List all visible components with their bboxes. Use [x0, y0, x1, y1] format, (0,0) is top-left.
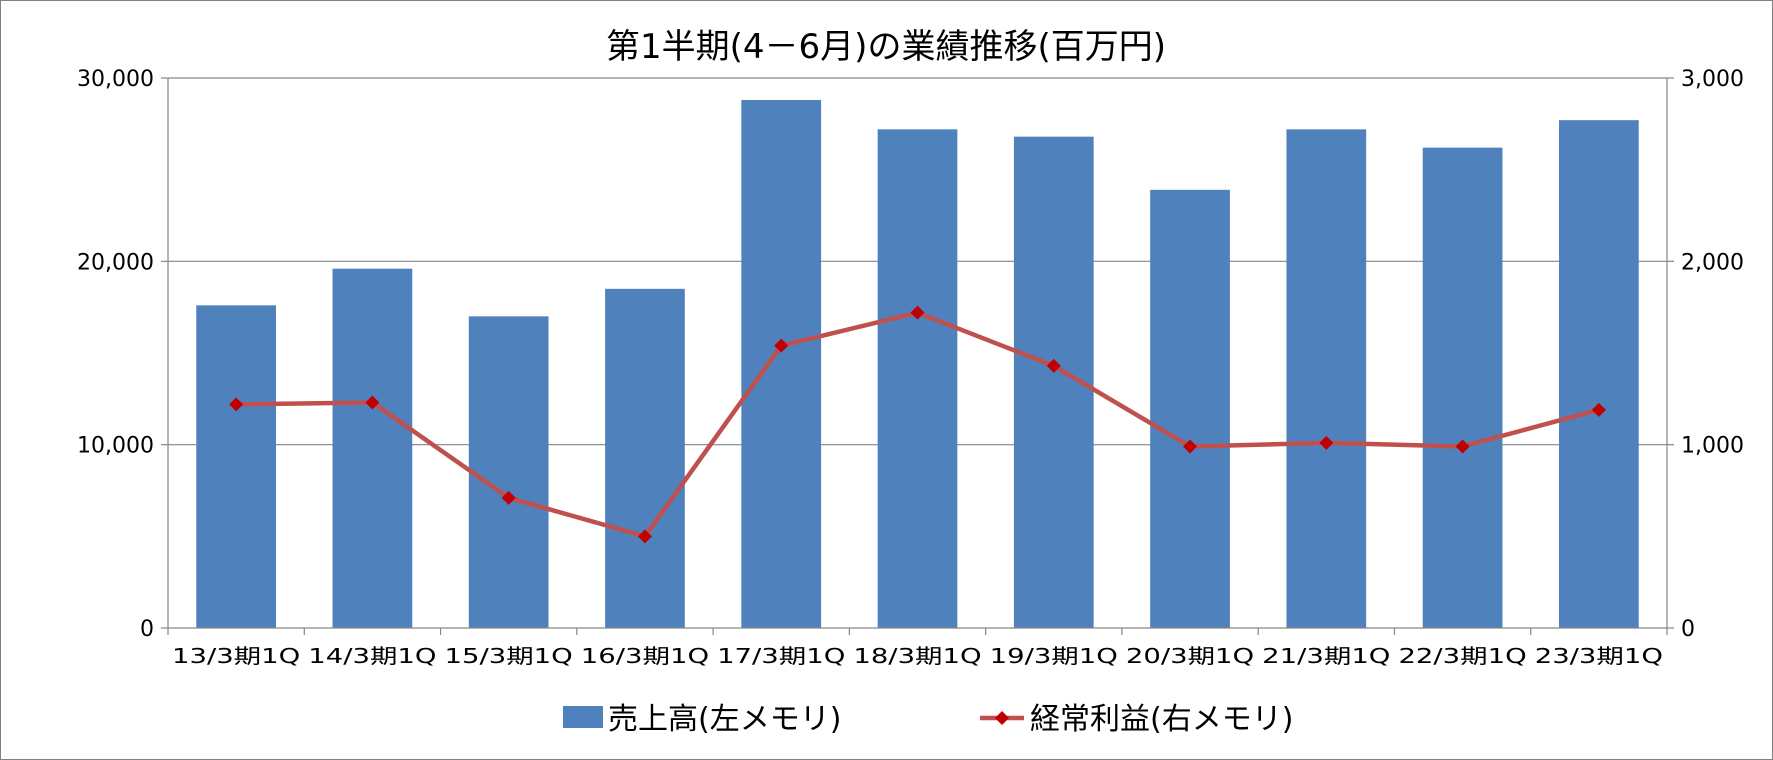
- left-tick-label: 10,000: [77, 434, 154, 459]
- right-tick-label: 1,000: [1681, 434, 1744, 459]
- bar: [1150, 189, 1230, 629]
- line-point: [910, 305, 925, 320]
- category-label: 13/3期1Q: [172, 644, 300, 668]
- line-point: [1046, 358, 1061, 373]
- bar: [1422, 147, 1503, 628]
- line-point: [1591, 402, 1606, 417]
- line-point: [1183, 439, 1198, 454]
- legend: 売上高(左メモリ) 経常利益(右メモリ): [563, 702, 1293, 737]
- legend-swatch-sales: [563, 706, 603, 728]
- left-axis-ticks: 0 10,000 20,000 30,000: [77, 67, 154, 642]
- bar: [741, 100, 822, 628]
- line-point: [1319, 435, 1334, 450]
- bar: [877, 129, 958, 629]
- bar-series: [196, 100, 1639, 629]
- line-point: [774, 338, 789, 353]
- legend-swatch-profit-marker: [995, 711, 1009, 725]
- line-point: [365, 395, 380, 410]
- axes: [161, 77, 1674, 635]
- category-label: 19/3期1Q: [990, 644, 1118, 668]
- right-axis-ticks: 0 1,000 2,000 3,000: [1681, 67, 1744, 642]
- bar: [332, 268, 413, 628]
- right-tick-label: 2,000: [1681, 250, 1744, 275]
- bar: [196, 305, 276, 628]
- category-label: 23/3期1Q: [1535, 644, 1663, 668]
- legend-label-profit: 経常利益(右メモリ): [1030, 702, 1293, 737]
- left-tick-label: 20,000: [77, 250, 154, 275]
- category-label: 22/3期1Q: [1398, 644, 1526, 668]
- category-label: 21/3期1Q: [1262, 644, 1390, 668]
- line-series: [229, 305, 1606, 544]
- right-tick-label: 0: [1681, 617, 1695, 642]
- left-tick-label: 0: [140, 617, 154, 642]
- bar: [468, 316, 549, 628]
- line-point: [229, 397, 244, 412]
- right-tick-label: 3,000: [1681, 67, 1744, 92]
- bar: [605, 288, 685, 628]
- bar: [1286, 129, 1367, 629]
- line-point: [501, 490, 516, 505]
- category-label: 15/3期1Q: [445, 644, 573, 668]
- bar: [1559, 120, 1639, 629]
- category-label: 16/3期1Q: [581, 644, 709, 668]
- left-tick-label: 30,000: [77, 67, 154, 92]
- category-label: 18/3期1Q: [853, 644, 981, 668]
- line-point: [637, 529, 652, 544]
- line-point: [1455, 439, 1470, 454]
- category-label: 14/3期1Q: [308, 644, 436, 668]
- legend-label-sales: 売上高(左メモリ): [608, 702, 841, 737]
- chart-title: 第1半期(4－6月)の業績推移(百万円): [606, 27, 1166, 67]
- category-labels: 13/3期1Q 14/3期1Q 15/3期1Q 16/3期1Q 17/3期1Q 18/3期…: [172, 644, 1663, 668]
- category-label: 17/3期1Q: [717, 644, 845, 668]
- category-label: 20/3期1Q: [1126, 644, 1254, 668]
